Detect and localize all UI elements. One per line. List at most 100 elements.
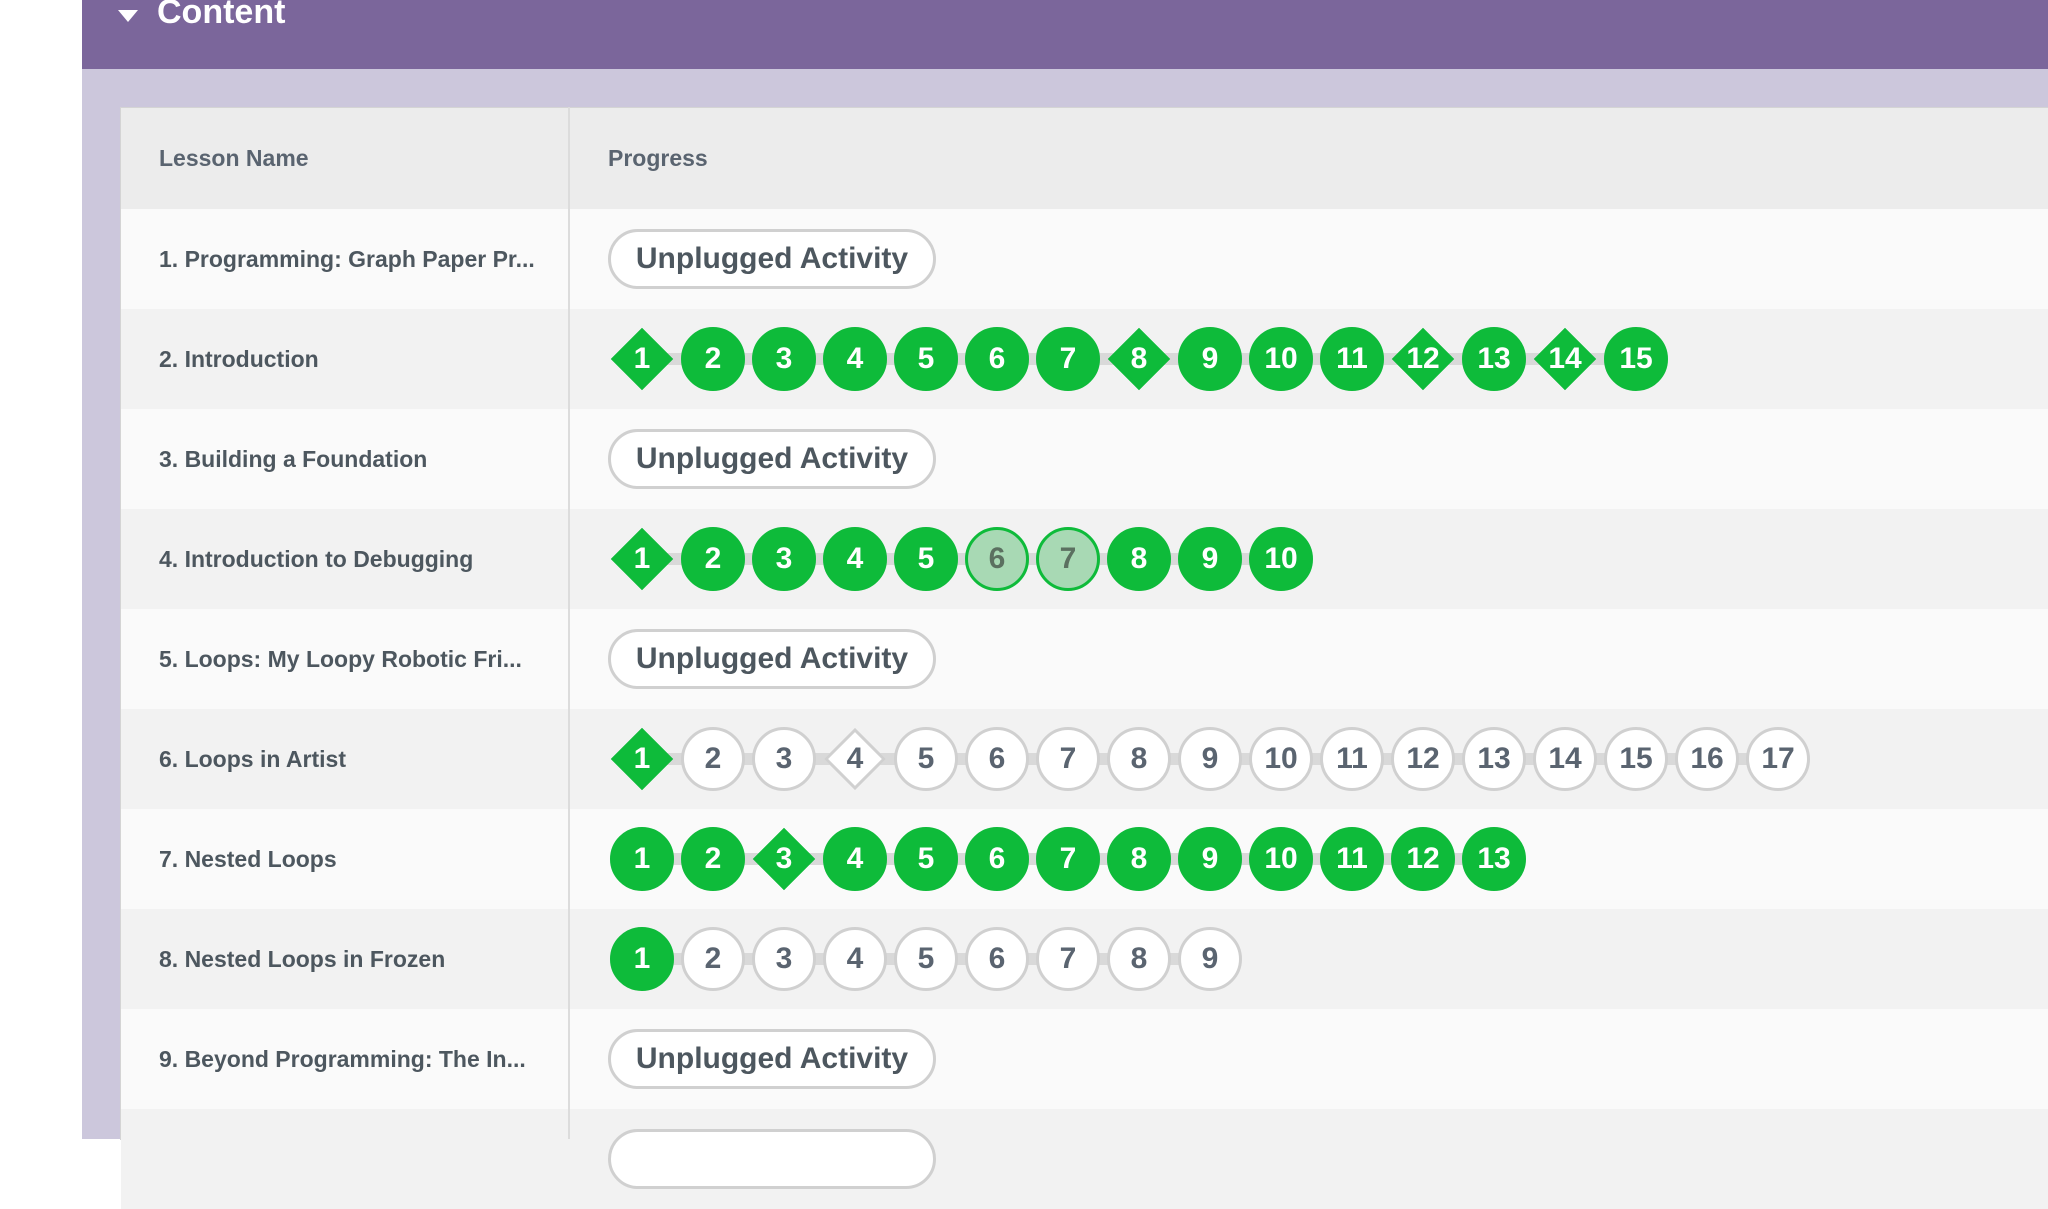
level-bubble-10[interactable]: 10: [1249, 827, 1313, 891]
level-bubble-6[interactable]: 6: [965, 527, 1029, 591]
level-bubble-6[interactable]: 6: [965, 727, 1029, 791]
level-number: 15: [1619, 342, 1653, 375]
level-bubble-6[interactable]: 6: [965, 927, 1029, 991]
level-diamond-1[interactable]: 1: [610, 327, 674, 391]
table-row: 3. Building a Foundation Unplugged Activ…: [121, 409, 2048, 509]
level-diamond-4[interactable]: 4: [823, 727, 887, 791]
level-bubble-13[interactable]: 13: [1462, 827, 1526, 891]
unplugged-activity-button[interactable]: Unplugged Activity: [608, 229, 936, 289]
level-bubble-15[interactable]: 15: [1604, 727, 1668, 791]
level-bubble-8[interactable]: 8: [1107, 927, 1171, 991]
level-bubble-14[interactable]: 14: [1533, 727, 1597, 791]
level-number: 7: [1059, 542, 1077, 575]
level-bubble-2[interactable]: 2: [681, 327, 745, 391]
lesson-name[interactable]: 3. Building a Foundation: [159, 445, 428, 472]
level-diamond-12[interactable]: 12: [1391, 327, 1455, 391]
level-bubble-7[interactable]: 7: [1036, 927, 1100, 991]
level-bubble-3[interactable]: 3: [752, 327, 816, 391]
level-diamond-8[interactable]: 8: [1107, 327, 1171, 391]
level-bubble-7[interactable]: 7: [1036, 727, 1100, 791]
level-bubble-4[interactable]: 4: [823, 927, 887, 991]
level-number: 2: [704, 842, 722, 875]
lesson-name[interactable]: 1. Programming: Graph Paper Pr...: [159, 245, 535, 272]
lesson-name[interactable]: 6. Loops in Artist: [159, 745, 346, 772]
level-bubble-9[interactable]: 9: [1178, 327, 1242, 391]
level-bubble-5[interactable]: 5: [894, 527, 958, 591]
level-bubble-12[interactable]: 12: [1391, 827, 1455, 891]
level-bubble-6[interactable]: 6: [965, 327, 1029, 391]
lesson-name[interactable]: 8. Nested Loops in Frozen: [159, 945, 446, 972]
level-bubble-5[interactable]: 5: [894, 827, 958, 891]
level-bubble-2[interactable]: 2: [681, 727, 745, 791]
caret-down-icon[interactable]: [118, 10, 138, 22]
level-bubble-4[interactable]: 4: [823, 827, 887, 891]
level-number: 5: [917, 742, 935, 775]
level-number: 3: [775, 842, 793, 875]
level-bubble-2[interactable]: 2: [681, 927, 745, 991]
level-bubble-9[interactable]: 9: [1178, 927, 1242, 991]
level-number: 7: [1059, 742, 1077, 775]
level-bubble-11[interactable]: 11: [1320, 827, 1384, 891]
level-bubble-11[interactable]: 11: [1320, 727, 1384, 791]
unplugged-activity-button-partial[interactable]: [608, 1129, 936, 1189]
level-bubble-2[interactable]: 2: [681, 527, 745, 591]
level-bubble-3[interactable]: 3: [752, 927, 816, 991]
content-section-header[interactable]: [82, 0, 2048, 69]
lesson-name[interactable]: 4. Introduction to Debugging: [159, 545, 474, 572]
lesson-name[interactable]: 2. Introduction: [159, 345, 319, 372]
lesson-name[interactable]: 5. Loops: My Loopy Robotic Fri...: [159, 645, 522, 672]
level-bubble-13[interactable]: 13: [1462, 727, 1526, 791]
level-bubble-5[interactable]: 5: [894, 327, 958, 391]
level-diamond-1[interactable]: 1: [610, 527, 674, 591]
level-bubble-13[interactable]: 13: [1462, 327, 1526, 391]
level-number: 6: [988, 842, 1006, 875]
level-bubble-3[interactable]: 3: [752, 527, 816, 591]
level-bubble-5[interactable]: 5: [894, 927, 958, 991]
level-bubble-12[interactable]: 12: [1391, 727, 1455, 791]
level-number: 12: [1406, 342, 1440, 375]
level-bubble-9[interactable]: 9: [1178, 827, 1242, 891]
level-number: 10: [1264, 742, 1298, 775]
level-number: 10: [1264, 342, 1298, 375]
level-bubble-10[interactable]: 10: [1249, 527, 1313, 591]
level-bubble-7[interactable]: 7: [1036, 827, 1100, 891]
level-bubble-1[interactable]: 1: [610, 927, 674, 991]
unplugged-activity-button[interactable]: Unplugged Activity: [608, 1029, 936, 1089]
level-number: 9: [1201, 742, 1219, 775]
level-bubble-17[interactable]: 17: [1746, 727, 1810, 791]
level-bubble-8[interactable]: 8: [1107, 527, 1171, 591]
level-bubble-8[interactable]: 8: [1107, 827, 1171, 891]
level-bubble-16[interactable]: 16: [1675, 727, 1739, 791]
level-number: 5: [917, 842, 935, 875]
level-bubble-3[interactable]: 3: [752, 727, 816, 791]
level-bubble-9[interactable]: 9: [1178, 527, 1242, 591]
level-bubble-15[interactable]: 15: [1604, 327, 1668, 391]
level-bubble-10[interactable]: 10: [1249, 727, 1313, 791]
level-bubble-8[interactable]: 8: [1107, 727, 1171, 791]
level-bubble-11[interactable]: 11: [1320, 327, 1384, 391]
unplugged-activity-button[interactable]: Unplugged Activity: [608, 429, 936, 489]
level-bubble-6[interactable]: 6: [965, 827, 1029, 891]
level-bubble-2[interactable]: 2: [681, 827, 745, 891]
level-diamond-14[interactable]: 14: [1533, 327, 1597, 391]
level-bubble-7[interactable]: 7: [1036, 327, 1100, 391]
level-bubble-5[interactable]: 5: [894, 727, 958, 791]
unplugged-activity-button[interactable]: Unplugged Activity: [608, 629, 936, 689]
level-number: 1: [633, 742, 651, 775]
level-number: 6: [988, 542, 1006, 575]
table-row: 2. Introduction 1 2 3 4 5 6 7 8 9 10 11 12 13 14 15: [121, 309, 2048, 409]
level-diamond-3[interactable]: 3: [752, 827, 816, 891]
level-bubble-4[interactable]: 4: [823, 327, 887, 391]
level-diamond-1[interactable]: 1: [610, 727, 674, 791]
lesson-name[interactable]: 7. Nested Loops: [159, 845, 337, 872]
level-number: 3: [775, 542, 793, 575]
level-bubble-7[interactable]: 7: [1036, 527, 1100, 591]
level-progress-track: 1 2 3 4 5 6 7 8 9 10 11 12 13: [610, 827, 1533, 891]
level-bubble-9[interactable]: 9: [1178, 727, 1242, 791]
level-bubble-4[interactable]: 4: [823, 527, 887, 591]
level-number: 13: [1477, 842, 1511, 875]
lesson-name[interactable]: 9. Beyond Programming: The In...: [159, 1045, 526, 1072]
level-bubble-10[interactable]: 10: [1249, 327, 1313, 391]
level-bubble-1[interactable]: 1: [610, 827, 674, 891]
level-number: 4: [846, 842, 864, 875]
